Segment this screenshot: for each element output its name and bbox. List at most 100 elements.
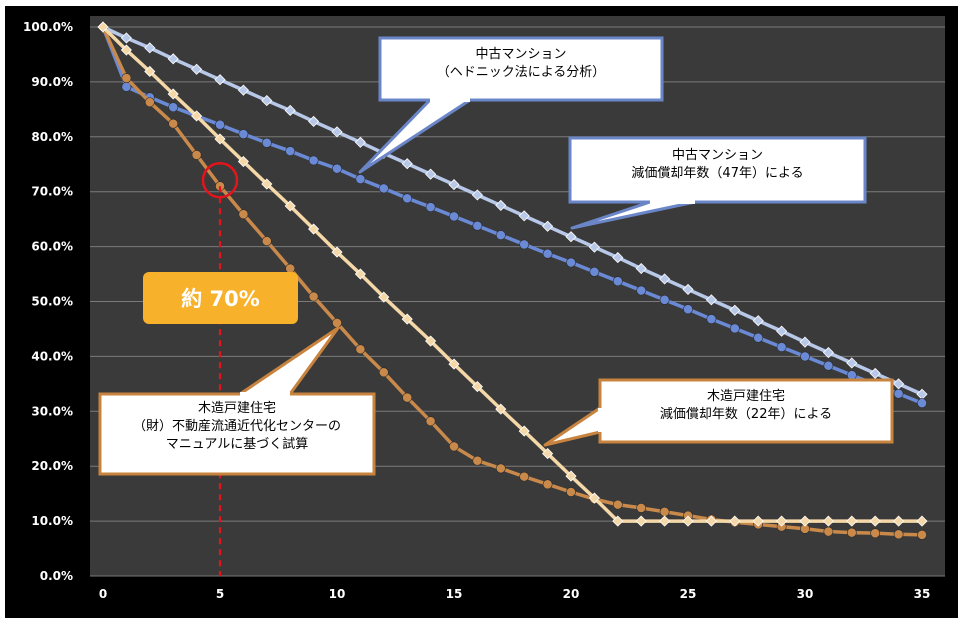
data-point [425, 416, 436, 427]
data-point [659, 294, 670, 305]
data-point [519, 239, 530, 250]
data-point [917, 398, 927, 408]
data-point [237, 84, 249, 96]
y-tick-label: 70.0% [31, 185, 73, 199]
data-point [518, 210, 530, 222]
data-point [893, 529, 904, 540]
data-point [121, 73, 132, 83]
data-point [682, 283, 694, 295]
y-tick-label: 50.0% [31, 295, 73, 309]
data-point [261, 236, 272, 247]
data-point [308, 155, 319, 166]
data-point [729, 515, 741, 527]
series-line [102, 25, 923, 396]
callout-wooden-house-manual: 木造戸建住宅 （財）不動産流通近代化センターの マニュアルに基づく試算 [100, 394, 374, 474]
callout-a-line2: （ヘドニック法による分析） [436, 65, 606, 80]
data-point [237, 155, 249, 168]
data-point [776, 342, 787, 352]
x-tick-label: 5 [216, 587, 224, 601]
data-point [472, 220, 483, 231]
data-point [752, 315, 764, 327]
data-point [167, 53, 179, 65]
data-point [566, 487, 576, 497]
callout-used-condo-hedonic: 中古マンション （ヘドニック法による分析） [380, 38, 662, 100]
data-point [612, 252, 624, 264]
callout-shapes [98, 36, 894, 476]
data-point [753, 332, 764, 343]
data-point [238, 129, 249, 139]
data-point [846, 370, 857, 380]
callout-b-line1: 中古マンション [671, 148, 763, 163]
data-point [542, 479, 553, 490]
data-point [191, 150, 202, 160]
callout-box [598, 378, 894, 444]
x-tick-label: 25 [680, 587, 697, 601]
data-point [425, 335, 437, 347]
series-1 [97, 21, 928, 400]
data-point [683, 304, 693, 315]
data-point [612, 499, 623, 510]
y-tick-label: 40.0% [31, 349, 73, 363]
data-point [402, 193, 413, 204]
data-point [519, 471, 530, 482]
callout-box [568, 136, 867, 204]
data-point [799, 336, 811, 348]
callout-c-line1: 木造戸建住宅 [706, 389, 785, 404]
x-tick-label: 15 [446, 587, 463, 601]
callout-c-shape [543, 378, 894, 447]
data-point [120, 44, 132, 56]
data-point [332, 163, 342, 174]
data-point [331, 246, 343, 258]
data-point [729, 304, 741, 316]
data-point [284, 200, 296, 212]
data-point [261, 178, 273, 190]
data-point [215, 119, 225, 130]
callout-wooden-house-depreciation: 木造戸建住宅 減価償却年数（22年）による [600, 380, 892, 442]
callout-box [378, 36, 664, 102]
data-point [869, 367, 881, 379]
data-point [308, 291, 319, 302]
data-point [565, 231, 577, 243]
data-point [589, 266, 600, 277]
data-point [823, 526, 834, 537]
data-point [168, 102, 179, 113]
data-point [285, 146, 296, 156]
data-point [706, 314, 717, 324]
data-point [354, 268, 366, 280]
data-point [472, 455, 483, 466]
data-point [191, 110, 203, 122]
data-point [168, 118, 179, 129]
data-point [518, 425, 530, 437]
data-point [542, 220, 554, 232]
callout-d-line3: マニュアルに基づく試算 [165, 437, 309, 452]
data-point [191, 63, 203, 75]
data-point [635, 515, 647, 527]
data-point [378, 183, 389, 194]
data-point [612, 515, 624, 527]
data-point [144, 65, 156, 78]
data-point [354, 136, 366, 148]
data-point [308, 115, 320, 127]
data-point [378, 367, 389, 378]
data-point [752, 515, 764, 527]
data-point [893, 388, 904, 399]
data-point [401, 313, 413, 325]
x-tick-label: 30 [797, 587, 814, 601]
data-point [846, 357, 858, 369]
y-axis-ticks: 0.0% 10.0% 20.0% 30.0% 40.0% 50.0% 60.0% 70.0% 8… [23, 20, 73, 583]
data-point [495, 230, 506, 240]
data-point [144, 42, 156, 54]
data-point [635, 262, 647, 275]
x-tick-label: 0 [99, 587, 107, 601]
data-point [636, 503, 647, 513]
x-tick-label: 20 [563, 587, 580, 601]
data-point [776, 515, 788, 527]
data-point [144, 97, 155, 108]
callout-c-line2: 減価償却年数（22年）による [659, 407, 833, 422]
data-point [870, 528, 881, 539]
data-point [448, 358, 460, 370]
data-point [425, 202, 436, 212]
data-point [916, 515, 928, 527]
data-point [846, 515, 858, 527]
data-point [355, 344, 366, 355]
